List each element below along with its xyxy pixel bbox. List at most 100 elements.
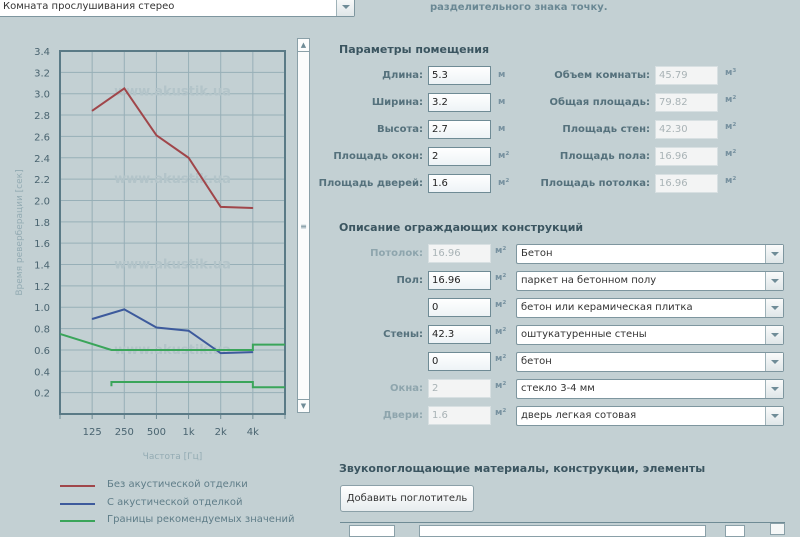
- scroll-thumb-grip-icon[interactable]: ≡: [300, 222, 307, 231]
- absorber-area-input[interactable]: [349, 525, 395, 537]
- construction-area-input: 2: [428, 379, 491, 398]
- computed-unit: м²: [725, 176, 737, 186]
- x-tick-label: 1k: [182, 427, 194, 438]
- data-point: [91, 110, 93, 112]
- construction-material-select[interactable]: Бетон: [516, 244, 784, 264]
- data-point: [155, 134, 157, 136]
- construction-material-value: стекло 3-4 мм: [521, 383, 595, 394]
- data-point: [91, 318, 93, 320]
- param-input[interactable]: 2: [428, 147, 491, 166]
- legend-label: Границы рекомендуемых значений: [107, 514, 295, 525]
- chevron-down-icon[interactable]: [765, 407, 783, 425]
- data-point: [123, 87, 125, 89]
- construction-unit: м²: [495, 354, 507, 364]
- chart-scrollbar[interactable]: ▲ ≡ ▼: [297, 38, 310, 413]
- series-line-with-treatment: [91, 308, 253, 355]
- param-label: Площадь дверей:: [318, 178, 423, 189]
- param-unit: м²: [498, 178, 510, 188]
- computed-label: Объем комнаты:: [554, 70, 650, 81]
- computed-unit: м²: [725, 149, 737, 159]
- legend-line-bounds: [60, 520, 95, 522]
- absorber-material-select[interactable]: [419, 525, 706, 537]
- construction-material-select[interactable]: бетон: [516, 352, 784, 372]
- construction-material-value: бетон или керамическая плитка: [521, 302, 693, 313]
- y-tick-label: 0.4: [34, 367, 50, 378]
- construction-material-select[interactable]: бетон или керамическая плитка: [516, 298, 784, 318]
- construction-material-select[interactable]: стекло 3-4 мм: [516, 379, 784, 399]
- room-type-select[interactable]: Комната прослушивания стерео: [0, 0, 355, 17]
- absorber-small-button[interactable]: [725, 525, 745, 537]
- room-params-title: Параметры помещения: [339, 43, 490, 56]
- watermark-text: www.akustik.ua: [114, 258, 231, 273]
- legend-label: С акустической отделкой: [107, 497, 243, 508]
- computed-value: 16.96: [655, 174, 718, 193]
- construction-unit: м²: [495, 408, 507, 418]
- x-tick-label: 4k: [247, 427, 259, 438]
- data-point: [123, 308, 125, 310]
- x-tick-label: 2k: [215, 427, 227, 438]
- construction-unit: м²: [495, 273, 507, 283]
- param-label: Ширина:: [371, 97, 423, 108]
- computed-value: 45.79: [655, 66, 718, 85]
- bound-line-lower-bound: [110, 380, 285, 389]
- computed-label: Площадь потолка:: [540, 178, 650, 189]
- chevron-down-icon[interactable]: [765, 299, 783, 317]
- scroll-down-icon[interactable]: ▼: [298, 399, 309, 412]
- y-tick-label: 1.4: [34, 261, 50, 272]
- computed-unit: м²: [725, 95, 737, 105]
- y-tick-label: 2.0: [34, 196, 50, 207]
- y-tick-label: 1.0: [34, 303, 50, 314]
- x-tick-label: 125: [83, 427, 102, 438]
- chevron-down-icon[interactable]: [765, 245, 783, 263]
- param-input[interactable]: 3.2: [428, 93, 491, 112]
- construction-material-select[interactable]: оштукатуренные стены: [516, 325, 784, 345]
- construction-material-value: бетон: [521, 356, 552, 367]
- param-input[interactable]: 2.7: [428, 120, 491, 139]
- construction-unit: м²: [495, 246, 507, 256]
- construction-label: Окна:: [390, 383, 423, 394]
- param-input[interactable]: 5.3: [428, 66, 491, 85]
- hint-text: разделительного знака точку.: [430, 2, 608, 13]
- computed-unit: м³: [725, 68, 737, 78]
- absorber-scroll-up-icon[interactable]: [770, 523, 785, 535]
- x-tick-label: 250: [115, 427, 134, 438]
- chevron-down-icon[interactable]: [765, 326, 783, 344]
- construction-area-input[interactable]: 0: [428, 352, 491, 371]
- construction-label: Пол:: [396, 275, 423, 286]
- chevron-down-icon[interactable]: [336, 0, 354, 16]
- construction-area-input: 1.6: [428, 406, 491, 425]
- construction-area-input[interactable]: 16.96: [428, 271, 491, 290]
- construction-area-input[interactable]: 42.3: [428, 325, 491, 344]
- scroll-up-icon[interactable]: ▲: [298, 39, 309, 52]
- data-point: [188, 157, 190, 159]
- construction-area-input[interactable]: 0: [428, 298, 491, 317]
- computed-value: 16.96: [655, 147, 718, 166]
- chevron-down-icon[interactable]: [765, 380, 783, 398]
- construction-material-value: паркет на бетонном полу: [521, 275, 657, 286]
- param-unit: м: [498, 97, 506, 107]
- y-tick-label: 3.4: [34, 47, 50, 58]
- construction-material-value: дверь легкая сотовая: [521, 410, 637, 421]
- construction-material-select[interactable]: дверь легкая сотовая: [516, 406, 784, 426]
- y-tick-label: 2.2: [34, 175, 50, 186]
- param-input[interactable]: 1.6: [428, 174, 491, 193]
- chevron-down-icon[interactable]: [765, 272, 783, 290]
- add-absorber-button[interactable]: Добавить поглотитель: [340, 485, 474, 512]
- construction-material-value: оштукатуренные стены: [521, 329, 647, 340]
- watermark-text: www.akustik.ua: [114, 172, 231, 187]
- computed-value: 79.82: [655, 93, 718, 112]
- y-tick-label: 0.2: [34, 389, 50, 400]
- watermark-text: www.akustik.ua: [114, 85, 231, 100]
- absorbers-title: Звукопоглощающие материалы, конструкции,…: [339, 462, 706, 475]
- constructions-title: Описание ограждающих конструкций: [339, 221, 584, 234]
- construction-label: Потолок:: [370, 248, 423, 259]
- bound-line-upper-bound: [59, 332, 285, 351]
- chevron-down-icon[interactable]: [765, 353, 783, 371]
- x-axis-label: Частота [Гц]: [143, 452, 203, 462]
- data-point: [220, 206, 222, 208]
- construction-area-input: 16.96: [428, 244, 491, 263]
- legend-label: Без акустической отделки: [107, 479, 248, 490]
- construction-unit: м²: [495, 300, 507, 310]
- y-tick-label: 3.2: [34, 68, 50, 79]
- construction-material-select[interactable]: паркет на бетонном полу: [516, 271, 784, 291]
